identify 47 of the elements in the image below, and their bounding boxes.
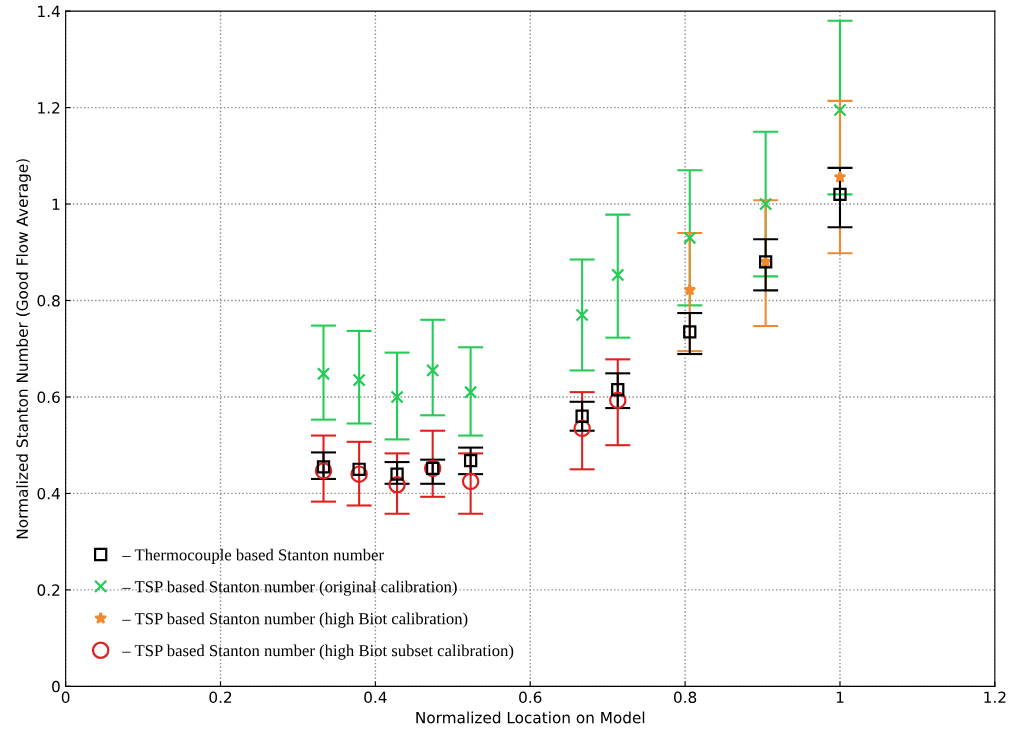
point [314, 462, 333, 480]
y-tick-label: 0.2 [37, 584, 60, 596]
point [463, 453, 478, 468]
point [575, 308, 589, 322]
y-tick-label: 0 [52, 680, 60, 693]
point [463, 385, 478, 399]
x-tick-label: 0.8 [673, 691, 697, 704]
point [609, 391, 627, 410]
legend-label: – Thermocouple based Stanton number [122, 548, 384, 564]
y-tick-label: 1.2 [38, 102, 60, 114]
point [833, 170, 847, 183]
point [461, 472, 480, 491]
point [316, 460, 331, 474]
point [833, 187, 847, 202]
x-tick-label: 0.4 [364, 691, 387, 704]
point [390, 467, 404, 481]
point [352, 373, 366, 387]
legend-label: – TSP based Stanton number (high Biot calibration) [122, 612, 468, 628]
point [683, 231, 697, 245]
x-tick-label: 1 [836, 691, 844, 703]
point [683, 283, 697, 296]
point [388, 476, 406, 494]
point [575, 409, 589, 423]
x-tick-label: 1.2 [984, 691, 1006, 703]
legend-label: – TSP based Stanton number (original calibration) [122, 580, 457, 596]
x-tick-label: 0 [61, 691, 70, 704]
y-tick-label: 1.4 [38, 5, 60, 17]
y-tick-label: 0.8 [37, 294, 60, 307]
x-tick-label: 0.6 [519, 691, 542, 704]
point [573, 419, 591, 438]
point [316, 367, 331, 381]
x-axis-title: Normalized Location on Model [416, 711, 645, 724]
y-axis-title: Normalized Stanton Number (Good Flow Average) [16, 159, 31, 539]
y-tick-label: 0.6 [37, 391, 60, 403]
point [352, 462, 366, 476]
point [833, 103, 847, 117]
x-tick-label: 0.2 [209, 691, 232, 704]
point [611, 383, 625, 397]
point [390, 390, 404, 404]
y-tick-label: 1 [52, 198, 60, 210]
point [683, 325, 697, 339]
point [758, 197, 773, 211]
legend-label: – TSP based Stanton number (high Biot subset calibration) [122, 644, 514, 660]
point [350, 465, 368, 483]
point [426, 363, 440, 378]
point [611, 268, 625, 282]
y-tick-label: 0.4 [37, 487, 60, 500]
